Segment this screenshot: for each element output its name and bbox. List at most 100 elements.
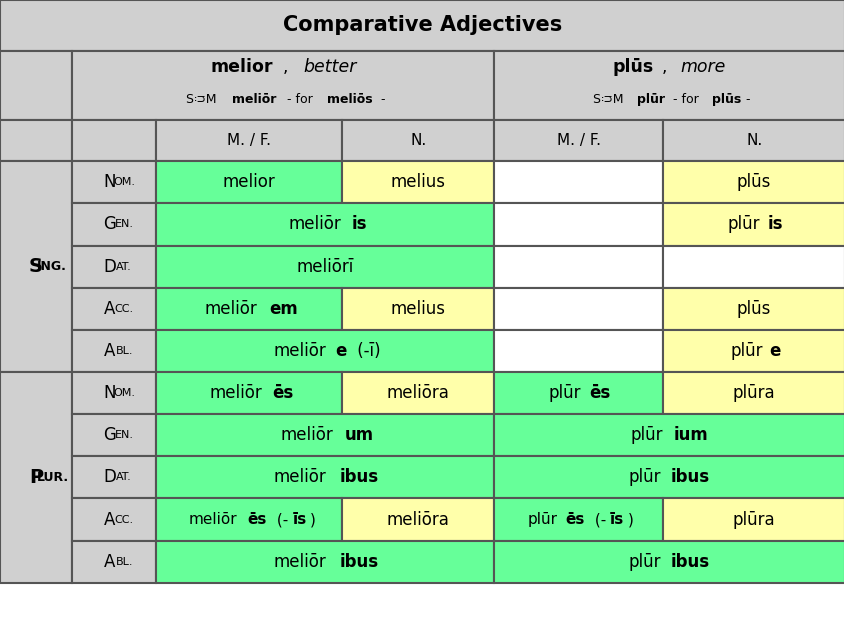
Text: melius: melius xyxy=(390,299,446,318)
Bar xyxy=(156,161,342,203)
Text: ium: ium xyxy=(673,426,707,445)
Text: -: - xyxy=(380,93,384,105)
Bar xyxy=(663,498,844,541)
Text: more: more xyxy=(680,58,725,76)
Text: BL.: BL. xyxy=(116,557,133,567)
Text: e: e xyxy=(769,342,780,360)
Text: ibus: ibus xyxy=(670,468,709,487)
Text: OM.: OM. xyxy=(113,388,135,398)
Text: BL.: BL. xyxy=(116,346,133,356)
Text: plūr: plūr xyxy=(730,342,762,360)
Text: plūr: plūr xyxy=(727,215,760,234)
Text: plūs: plūs xyxy=(711,93,740,105)
Text: meliōr: meliōr xyxy=(204,299,257,318)
Bar xyxy=(494,330,663,372)
Text: N: N xyxy=(104,173,116,192)
Text: -: - xyxy=(745,93,749,105)
Bar xyxy=(0,372,72,583)
Text: ibus: ibus xyxy=(339,552,378,571)
Bar xyxy=(342,161,494,203)
Text: plūr: plūr xyxy=(528,512,557,527)
Bar xyxy=(342,372,494,414)
Text: meliōr: meliōr xyxy=(189,512,237,527)
Text: N.: N. xyxy=(409,133,426,148)
Text: melior: melior xyxy=(210,58,273,76)
Bar xyxy=(0,161,72,372)
Text: N: N xyxy=(104,384,116,402)
Text: plūra: plūra xyxy=(732,510,775,529)
Text: CC.: CC. xyxy=(115,515,133,525)
Text: ibus: ibus xyxy=(670,552,709,571)
Text: īs: īs xyxy=(609,512,624,527)
Text: meliōs: meliōs xyxy=(327,93,372,105)
Bar xyxy=(494,372,663,414)
Text: (-: (- xyxy=(589,512,605,527)
Text: G: G xyxy=(103,426,116,445)
Bar xyxy=(494,414,844,456)
Text: CC.: CC. xyxy=(115,304,133,314)
Bar xyxy=(72,372,156,414)
Bar xyxy=(72,330,156,372)
Bar xyxy=(0,120,72,161)
Text: īs: īs xyxy=(292,512,306,527)
Text: meliōr: meliōr xyxy=(289,215,341,234)
Text: P: P xyxy=(29,468,43,487)
Text: EN.: EN. xyxy=(115,219,133,229)
Bar xyxy=(663,161,844,203)
Text: A: A xyxy=(104,552,116,571)
Bar xyxy=(663,246,844,288)
Text: A: A xyxy=(104,342,116,360)
Text: ēs: ēs xyxy=(565,512,584,527)
Text: SᴞM: SᴞM xyxy=(592,93,627,105)
Bar xyxy=(663,288,844,330)
Text: ēs: ēs xyxy=(247,512,267,527)
Text: D: D xyxy=(103,468,116,487)
Text: LUR.: LUR. xyxy=(37,471,69,484)
Text: (-: (- xyxy=(272,512,288,527)
Bar xyxy=(72,456,156,498)
Text: ): ) xyxy=(310,512,316,527)
Text: plūs: plūs xyxy=(736,173,771,192)
Bar xyxy=(494,541,844,583)
Bar xyxy=(342,120,494,161)
Bar xyxy=(156,414,494,456)
Bar xyxy=(663,120,844,161)
Text: Comparative Adjectives: Comparative Adjectives xyxy=(283,16,561,35)
Text: meliōrī: meliōrī xyxy=(296,257,354,276)
Text: melius: melius xyxy=(390,173,446,192)
Bar xyxy=(72,414,156,456)
Text: - for: - for xyxy=(673,93,702,105)
Bar xyxy=(494,203,663,246)
Bar xyxy=(494,288,663,330)
Bar xyxy=(156,498,342,541)
Text: G: G xyxy=(103,215,116,234)
Text: e: e xyxy=(335,342,346,360)
Text: plūr: plūr xyxy=(630,426,663,445)
Bar xyxy=(156,372,342,414)
Bar xyxy=(156,120,342,161)
Text: em: em xyxy=(268,299,297,318)
Text: meliōr: meliōr xyxy=(209,384,262,402)
Bar xyxy=(72,246,156,288)
Text: A: A xyxy=(104,299,116,318)
Text: ēs: ēs xyxy=(273,384,294,402)
Bar xyxy=(72,498,156,541)
Bar xyxy=(72,203,156,246)
Text: plūr: plūr xyxy=(636,93,664,105)
Text: EN.: EN. xyxy=(115,430,133,440)
Bar xyxy=(156,246,494,288)
Bar xyxy=(156,541,494,583)
Text: is: is xyxy=(351,215,366,234)
Bar xyxy=(494,246,663,288)
Bar xyxy=(663,372,844,414)
Bar xyxy=(156,203,494,246)
Bar xyxy=(156,330,494,372)
Text: meliōr: meliōr xyxy=(273,468,326,487)
Text: plūr: plūr xyxy=(549,384,581,402)
Text: ibus: ibus xyxy=(339,468,378,487)
Bar xyxy=(156,456,494,498)
Text: meliōr: meliōr xyxy=(280,426,333,445)
Text: D: D xyxy=(103,257,116,276)
Bar xyxy=(663,203,844,246)
Text: better: better xyxy=(304,58,357,76)
